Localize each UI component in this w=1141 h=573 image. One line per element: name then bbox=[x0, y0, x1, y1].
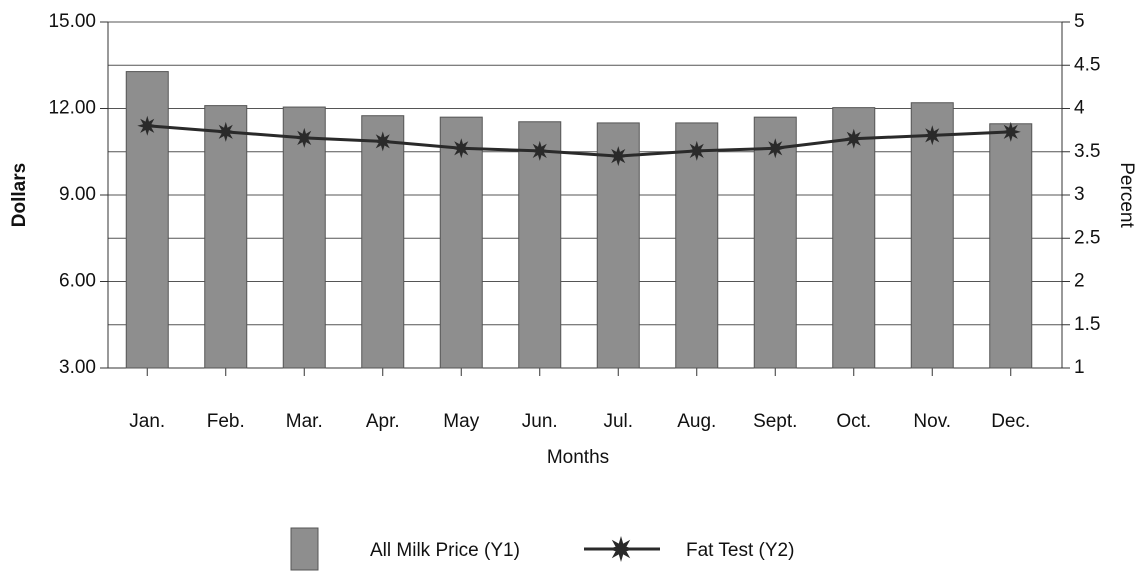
marker bbox=[922, 125, 943, 146]
y2-tick-label: 5 bbox=[1074, 11, 1085, 32]
y2-tick-label: 4.5 bbox=[1074, 54, 1100, 75]
bar bbox=[439, 116, 483, 369]
x-axis-title: Months bbox=[547, 447, 609, 468]
bar bbox=[675, 122, 719, 369]
line bbox=[147, 124, 1011, 158]
bar bbox=[832, 107, 876, 369]
legend-label: Fat Test (Y2) bbox=[686, 540, 794, 561]
y2-tick-label: 1.5 bbox=[1074, 314, 1100, 335]
marker bbox=[765, 138, 786, 159]
y-axis-title: Dollars bbox=[9, 163, 30, 227]
x-tick-label: Mar. bbox=[286, 411, 323, 432]
y2-axis-title: Percent bbox=[1116, 162, 1137, 228]
bar bbox=[204, 105, 248, 369]
marker bbox=[529, 140, 550, 161]
y-tick-label: 12.00 bbox=[48, 98, 96, 119]
bar bbox=[361, 115, 405, 369]
y-tick-label: 3.00 bbox=[59, 357, 96, 378]
legend-marker bbox=[608, 536, 634, 562]
marker bbox=[294, 127, 315, 148]
bar bbox=[989, 123, 1033, 369]
x-tick-label: Jan. bbox=[129, 411, 165, 432]
y2-tick-label: 2.5 bbox=[1074, 227, 1100, 248]
legend-swatch bbox=[290, 527, 319, 571]
y-tick-label: 9.00 bbox=[59, 184, 96, 205]
marker bbox=[1000, 121, 1021, 142]
x-tick-label: Dec. bbox=[991, 411, 1030, 432]
bar bbox=[518, 121, 562, 369]
x-tick-label: Apr. bbox=[366, 411, 400, 432]
x-tick-label: Jul. bbox=[603, 411, 633, 432]
y-tick-label: 15.00 bbox=[48, 11, 96, 32]
x-tick-label: Nov. bbox=[913, 411, 951, 432]
y2-tick-label: 4 bbox=[1074, 98, 1085, 119]
marker bbox=[608, 146, 629, 167]
marker bbox=[686, 140, 707, 161]
x-tick-label: Jun. bbox=[522, 411, 558, 432]
x-tick-label: May bbox=[443, 411, 479, 432]
bar bbox=[910, 102, 954, 369]
x-tick-label: Sept. bbox=[753, 411, 797, 432]
bar bbox=[282, 106, 326, 369]
x-tick-label: Feb. bbox=[207, 411, 245, 432]
y2-tick-label: 3 bbox=[1074, 184, 1085, 205]
x-tick-label: Oct. bbox=[836, 411, 871, 432]
legend-label: All Milk Price (Y1) bbox=[370, 540, 520, 561]
marker bbox=[372, 131, 393, 152]
marker bbox=[215, 121, 236, 142]
marker bbox=[451, 138, 472, 159]
bar bbox=[753, 116, 797, 369]
y2-tick-label: 2 bbox=[1074, 271, 1085, 292]
marker bbox=[137, 115, 158, 136]
x-tick-label: Aug. bbox=[677, 411, 716, 432]
y-tick-label: 6.00 bbox=[59, 271, 96, 292]
y2-tick-label: 1 bbox=[1074, 357, 1085, 378]
y2-tick-label: 3.5 bbox=[1074, 141, 1100, 162]
marker bbox=[843, 128, 864, 149]
